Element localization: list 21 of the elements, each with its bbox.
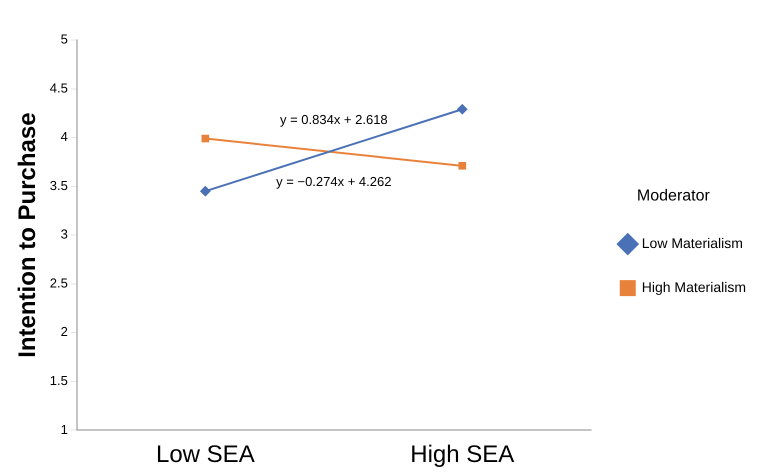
y-tick-label: 2.5 bbox=[50, 275, 68, 290]
y-tick-label: 4 bbox=[60, 129, 68, 144]
y-tick-label: 1 bbox=[60, 422, 68, 437]
y-axis-title: Intention to Purchase bbox=[14, 112, 42, 358]
annotation: y = 0.834x + 2.618 bbox=[280, 112, 388, 128]
point bbox=[202, 134, 210, 142]
x-tick-label: High SEA bbox=[410, 441, 514, 468]
y-tick-label: 2 bbox=[60, 324, 68, 340]
legend-title: Moderator bbox=[636, 187, 711, 204]
y-tick-label: 4.5 bbox=[50, 80, 68, 96]
y-tick-label: 3.5 bbox=[50, 178, 68, 193]
annotation: y = −0.274x + 4.262 bbox=[276, 174, 392, 190]
legend-label: High Materialism bbox=[642, 278, 746, 295]
legend-label: Low Materialism bbox=[642, 234, 743, 251]
point bbox=[458, 162, 466, 170]
y-tick-label: 3 bbox=[60, 226, 68, 242]
point bbox=[457, 104, 468, 114]
y-tick-label: 1.5 bbox=[50, 373, 68, 388]
y-tick-label: 5 bbox=[60, 32, 68, 47]
x-tick-label: Low SEA bbox=[156, 441, 255, 468]
point bbox=[200, 186, 210, 196]
